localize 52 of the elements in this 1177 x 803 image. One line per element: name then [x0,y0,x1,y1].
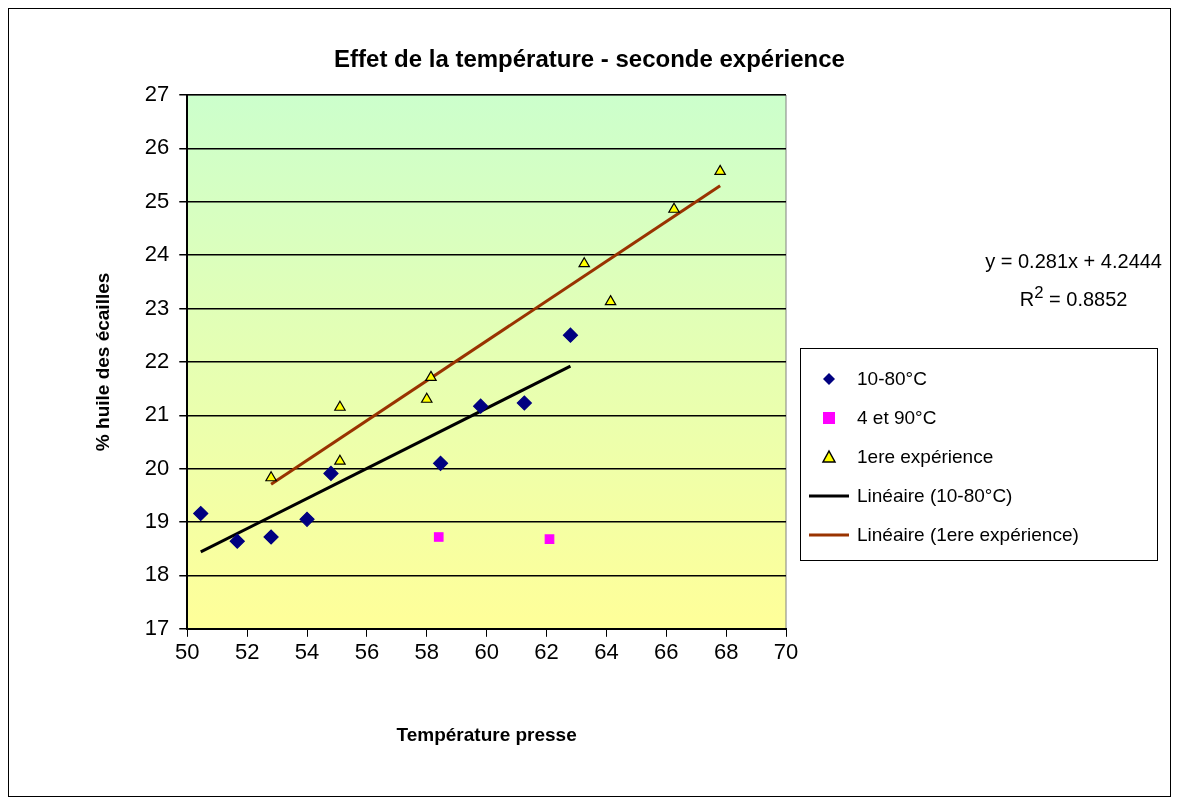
point [425,370,437,381]
text: R$^{2}$ = 0.8852 [1018,282,1129,312]
point [668,202,680,213]
legend-label: Linéaire (10-80°C) [857,484,1013,507]
y-tick-label: 26 [144,134,170,160]
y-tick-label: 18 [144,561,170,587]
y-tick-label: 27 [144,81,170,107]
point [420,392,433,403]
text: y = 0.281x + 4.2444 [985,249,1162,274]
point [432,455,449,471]
x-tick-label: 66 [654,639,679,665]
y-axis-title: % huile des écailles [91,272,113,452]
x-axis-title: Température presse [396,723,577,745]
x-tick-label: 50 [175,639,200,665]
x-tick-label: 68 [713,639,739,665]
point [193,505,209,522]
y-tick-label: 24 [144,241,170,267]
point [433,532,444,542]
x-tick-label: 58 [414,639,439,665]
point [544,534,555,544]
point [299,511,315,527]
point [604,294,617,306]
x-tick-label: 70 [773,639,799,665]
y-tick-label: 22 [144,347,170,373]
point [229,533,245,549]
legend-label: 4 et 90°C [857,406,937,429]
x-tick-label: 52 [234,639,260,665]
y-tick-label: 17 [144,614,170,640]
chart-title: Effet de la température - seconde expérience [333,45,846,73]
point [263,529,279,545]
y-tick-label: 25 [144,187,170,213]
y-tick-label: 20 [144,454,170,480]
x-tick-label: 64 [594,639,619,665]
point [334,454,346,465]
x-tick-label: 54 [294,639,320,665]
point [516,395,532,411]
point [334,400,346,411]
y-tick-label: 21 [144,401,170,427]
point [714,164,726,175]
legend-label: 10-80°C [857,367,927,390]
x-tick-label: 60 [474,639,499,665]
point [265,471,277,482]
point [578,257,591,268]
x-tick-label: 56 [354,639,380,665]
x-tick-label: 62 [534,639,559,665]
point [562,327,579,343]
y-tick-label: 23 [144,294,170,320]
legend-label: 1ere expérience [857,445,994,468]
legend-label: Linéaire (1ere expérience) [857,523,1079,546]
point [473,398,489,414]
point [323,465,339,482]
y-tick-label: 19 [144,508,170,534]
